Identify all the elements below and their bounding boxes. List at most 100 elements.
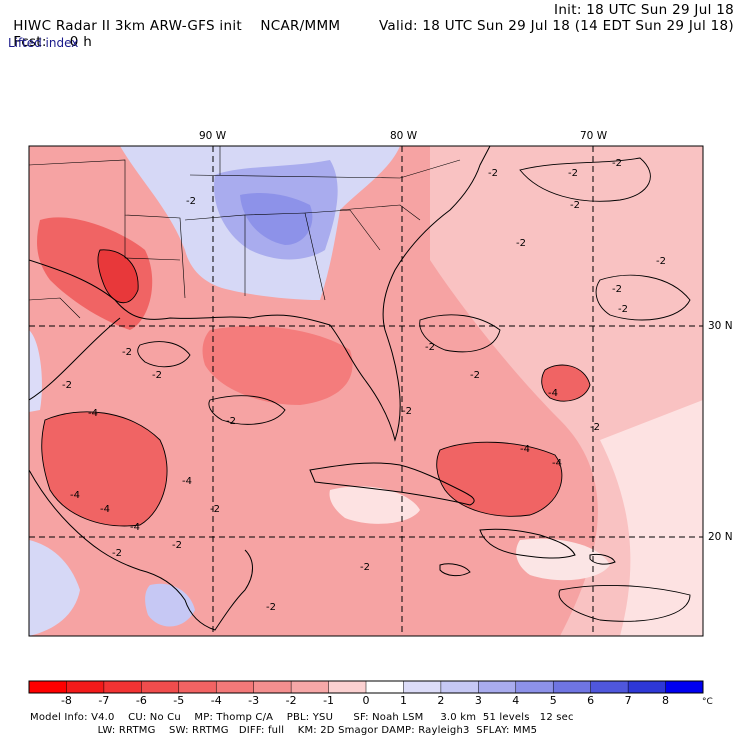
contour-label: -4 bbox=[548, 388, 558, 399]
colorbar-swatch bbox=[665, 681, 704, 693]
field-yucatan-stable bbox=[145, 583, 195, 627]
field-hispaniola-light bbox=[516, 538, 610, 581]
field-texas-stable bbox=[29, 330, 42, 412]
contour-label: -2 bbox=[226, 416, 236, 427]
colorbar-swatch bbox=[515, 681, 554, 693]
colorbar-swatch bbox=[328, 681, 367, 693]
colorbar-swatch bbox=[29, 681, 67, 693]
lat-label-30n: 30 N bbox=[708, 320, 733, 332]
lon-label-70w: 70 W bbox=[580, 130, 608, 142]
contour-labels: -2 -2 -2 -2 -2 -2 -2 -2 -2 -2 -2 -2 -2 -… bbox=[62, 158, 666, 613]
colorbar-swatch bbox=[178, 681, 217, 693]
contour-label: -2 bbox=[488, 168, 498, 179]
contour-label: -2 bbox=[402, 406, 412, 417]
contour-label: -2 bbox=[470, 370, 480, 381]
forecast-hour: Fcst: 0 h bbox=[4, 18, 92, 50]
contour-label: -2 bbox=[516, 238, 526, 249]
contour-label: -2 bbox=[122, 347, 132, 358]
graticule bbox=[29, 146, 703, 636]
colorbar-swatch bbox=[440, 681, 479, 693]
map-frame bbox=[28, 145, 704, 637]
field-name: Lifted index bbox=[8, 36, 79, 50]
state-borders bbox=[29, 146, 461, 319]
fcst-label: Fcst: bbox=[13, 34, 47, 50]
field-unstable-caribbean bbox=[436, 442, 562, 517]
colorbar-swatch bbox=[141, 681, 180, 693]
colorbar-swatch bbox=[590, 681, 629, 693]
colorbar-tick-label: -7 bbox=[98, 694, 109, 707]
colorbar-tick-label: 4 bbox=[512, 694, 519, 707]
contour-label: -4 bbox=[70, 490, 80, 501]
colorbar-tick-label: -2 bbox=[286, 694, 297, 707]
contour-label: -2 bbox=[612, 284, 622, 295]
footer-line-1: Model Info: V4.0 CU: No Cu MP: Thomp C/A… bbox=[30, 712, 574, 723]
colorbar-swatch bbox=[403, 681, 442, 693]
colorbar-tick-label: -6 bbox=[136, 694, 147, 707]
colorbar bbox=[28, 680, 704, 694]
contour-label: -4 bbox=[552, 458, 562, 469]
contour-label: -2 bbox=[112, 548, 122, 559]
contour-label: -2 bbox=[186, 196, 196, 207]
lon-label-80w: 80 W bbox=[390, 130, 418, 142]
field-mexico-stable bbox=[29, 540, 80, 636]
contour-label: -2 bbox=[656, 256, 666, 267]
contour-label: -2 bbox=[618, 304, 628, 315]
contour-label: -2 bbox=[570, 200, 580, 211]
colorbar-swatch bbox=[103, 681, 142, 693]
colorbar-swatch bbox=[553, 681, 592, 693]
colorbar-swatch bbox=[66, 681, 105, 693]
field-gulf-central bbox=[202, 326, 353, 405]
contour-label: -2 bbox=[210, 504, 220, 515]
field-atlantic-weak bbox=[600, 400, 703, 636]
colorbar-tick-label: 7 bbox=[625, 694, 632, 707]
colorbar-tick-label: 1 bbox=[400, 694, 407, 707]
field-unstable-max bbox=[97, 249, 139, 303]
colorbar-tick-label: -1 bbox=[323, 694, 334, 707]
colorbar-swatch bbox=[366, 681, 404, 693]
contour-label: -2 bbox=[360, 562, 370, 573]
org-text: NCAR/MMM bbox=[260, 18, 341, 34]
init-time: Init: 18 UTC Sun 29 Jul 18 bbox=[554, 2, 734, 18]
contour-label: -2 bbox=[152, 370, 162, 381]
colorbar-ticks: -8 -7 -6 -5 -4 -3 -2 -1 0 1 2 3 4 5 6 7 8 °C bbox=[61, 694, 713, 707]
contour-label: -4 bbox=[520, 444, 530, 455]
colorbar-unit: °C bbox=[702, 697, 713, 707]
colorbar-tick-label: 5 bbox=[550, 694, 557, 707]
contour-label: -4 bbox=[130, 522, 140, 533]
field-unstable-wgulf bbox=[41, 411, 168, 526]
colorbar-tick-label: 8 bbox=[662, 694, 669, 707]
contour-label: -2 bbox=[172, 540, 182, 551]
footer-line-2: LW: RRTMG SW: RRTMG DIFF: full KM: 2D Sm… bbox=[30, 725, 538, 736]
colorbar-swatch bbox=[291, 681, 330, 693]
lifted-index-field bbox=[29, 146, 703, 636]
colorbar-swatch bbox=[253, 681, 292, 693]
colorbar-tick-label: 3 bbox=[475, 694, 482, 707]
contour-label: -4 bbox=[100, 504, 110, 515]
field-unstable-bahamas bbox=[541, 365, 590, 402]
colorbar-swatch bbox=[478, 681, 517, 693]
colorbar-tick-label: -3 bbox=[248, 694, 259, 707]
contour-label: -2 bbox=[568, 168, 578, 179]
model-title: HIWC Radar II 3km ARW-GFS init NCAR/MMM bbox=[4, 2, 340, 34]
contours bbox=[41, 157, 691, 622]
lon-label-90w: 90 W bbox=[199, 130, 227, 142]
colorbar-tick-label: -8 bbox=[61, 694, 72, 707]
lat-label-20n: 20 N bbox=[708, 531, 733, 543]
contour-label: -4 bbox=[182, 476, 192, 487]
colorbar-tick-label: 6 bbox=[587, 694, 594, 707]
colorbar-tick-label: -4 bbox=[211, 694, 222, 707]
colorbar-tick-label: -5 bbox=[173, 694, 184, 707]
valid-time: Valid: 18 UTC Sun 29 Jul 18 (14 EDT Sun … bbox=[378, 18, 734, 34]
field-cuba-light bbox=[329, 486, 420, 524]
colorbar-swatch bbox=[216, 681, 255, 693]
colorbar-swatch bbox=[628, 681, 667, 693]
field-stable-max bbox=[240, 193, 313, 245]
colorbar-tick-label: 0 bbox=[363, 694, 370, 707]
model-title-text: HIWC Radar II 3km ARW-GFS init bbox=[13, 18, 242, 34]
fcst-value: 0 h bbox=[69, 34, 93, 50]
contour-label: -4 bbox=[88, 408, 98, 419]
contour-label: -2 bbox=[62, 380, 72, 391]
coastlines bbox=[29, 146, 616, 631]
contour-label: -2 bbox=[266, 602, 276, 613]
